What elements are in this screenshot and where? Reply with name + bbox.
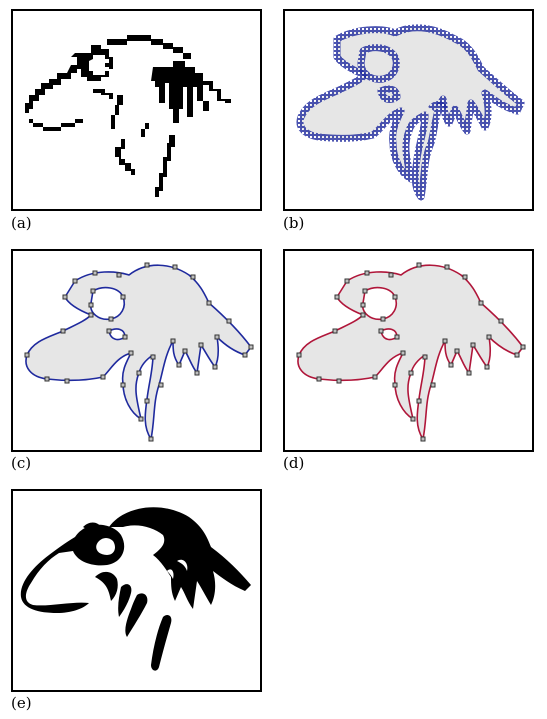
spline-drawing-red — [296, 262, 526, 442]
spline-drawing-blue — [24, 262, 254, 442]
panel-a — [11, 9, 262, 211]
panel-c — [11, 249, 262, 452]
caption-b: (b) — [283, 214, 305, 232]
panel-b — [283, 9, 534, 211]
caption-e: (e) — [11, 694, 32, 712]
panel-e — [11, 489, 262, 692]
smooth-drawing — [20, 507, 251, 671]
caption-c: (c) — [11, 454, 32, 472]
caption-d: (d) — [283, 454, 305, 472]
boundary-drawing — [296, 24, 525, 201]
panel-d — [283, 249, 534, 452]
pixel-drawing — [25, 35, 231, 197]
caption-a: (a) — [11, 214, 32, 232]
